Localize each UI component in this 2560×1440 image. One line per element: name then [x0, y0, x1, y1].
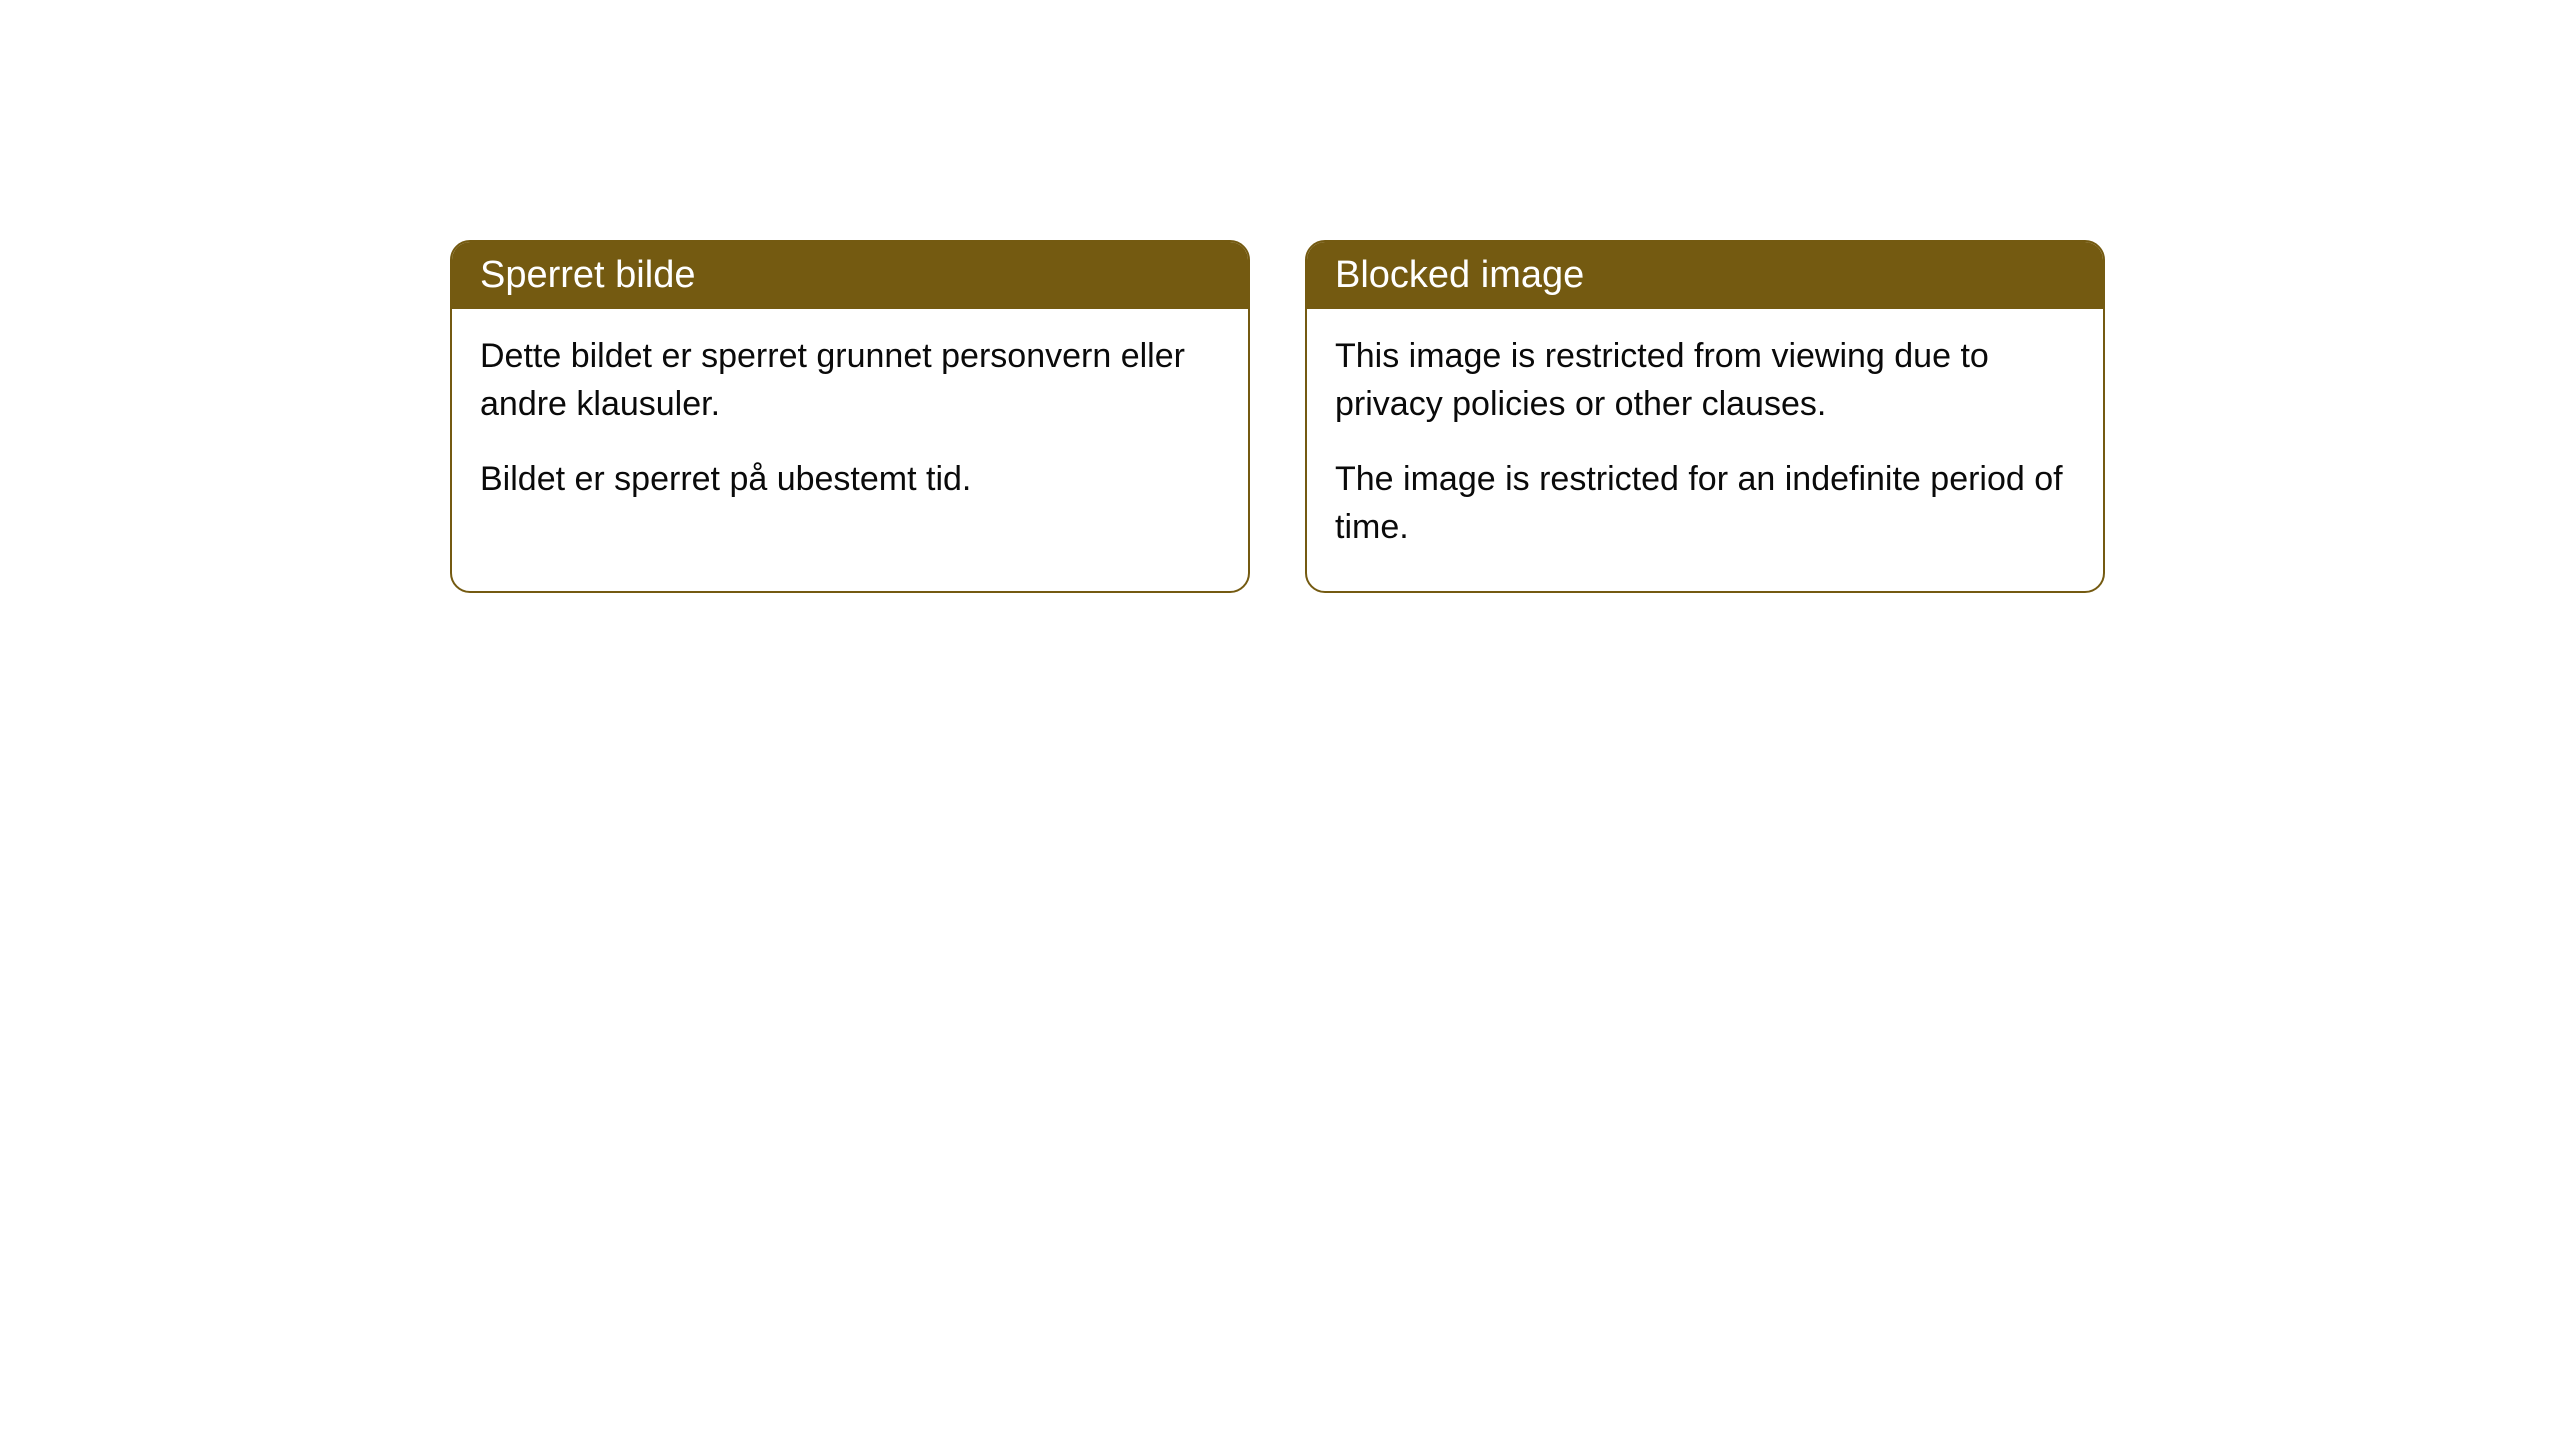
- notice-paragraph: Bildet er sperret på ubestemt tid.: [480, 456, 1220, 504]
- notice-paragraph: The image is restricted for an indefinit…: [1335, 456, 2075, 551]
- notice-paragraph: Dette bildet er sperret grunnet personve…: [480, 333, 1220, 428]
- notice-header: Blocked image: [1307, 242, 2103, 309]
- notice-card-norwegian: Sperret bilde Dette bildet er sperret gr…: [450, 240, 1250, 593]
- notice-card-english: Blocked image This image is restricted f…: [1305, 240, 2105, 593]
- notice-body: Dette bildet er sperret grunnet personve…: [452, 309, 1248, 544]
- notice-header: Sperret bilde: [452, 242, 1248, 309]
- notice-body: This image is restricted from viewing du…: [1307, 309, 2103, 591]
- notice-container: Sperret bilde Dette bildet er sperret gr…: [0, 0, 2560, 593]
- notice-paragraph: This image is restricted from viewing du…: [1335, 333, 2075, 428]
